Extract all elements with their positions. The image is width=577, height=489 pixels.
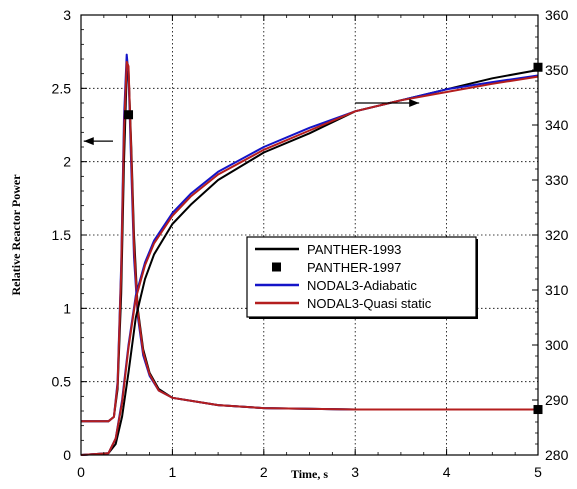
panther-1997-power-marker [124,110,134,120]
legend-shadow-right [476,239,478,319]
x-axis-title: Time, s [291,467,328,481]
x-tick-label: 5 [534,464,542,480]
legend-panther-1993-label: PANTHER-1993 [307,242,401,257]
x-tick-label: 2 [260,464,268,480]
legend-nodal3-quasi-static-label: NODAL3-Quasi static [307,296,432,311]
y-right-tick-label: 290 [545,392,569,408]
nodal3-quasi-static-temperature-line [80,75,539,456]
x-tick-label: 0 [77,464,85,480]
y-left-tick-label: 1.5 [52,227,72,243]
y-right-tick-label: 280 [545,447,569,463]
legend: PANTHER-1993 PANTHER-1997 NODAL3-Adiabatic… [246,236,478,319]
right-axis-arrow-head [409,99,420,107]
grid [81,15,538,455]
y-right-tick-label: 300 [545,337,569,353]
legend-panther-1997-swatch [272,262,281,272]
y-left-tick-label: 0.5 [52,374,72,390]
y-left-tick-label: 0 [63,447,71,463]
legend-nodal3-adiabatic-label: NODAL3-Adiabatic [307,278,417,293]
y-left-tick-label: 3 [63,7,71,23]
nodal3-quasi-static-power-line [81,60,538,423]
annotations [83,99,420,146]
y-right-tick-label: 310 [545,282,569,298]
y-axis-title: Relative Reactor Power [9,174,23,296]
axis-ticks: 0 1 2 3 4 5 0 0.5 1 1.5 2 2.5 3 280 290 300 310 320 330 340… [52,7,569,480]
y-right-tick-label: 330 [545,172,569,188]
y-right-tick-label: 320 [545,227,569,243]
left-axis-arrow-head [83,137,94,146]
legend-panther-1997-label: PANTHER-1997 [307,260,401,275]
y-left-tick-label: 2 [63,154,71,170]
legend-shadow-bottom [249,317,478,319]
y-right-tick-label: 350 [545,62,569,78]
x-tick-label: 4 [443,464,451,480]
x-tick-label: 3 [351,464,359,480]
y-left-tick-label: 1 [63,300,71,316]
y-right-tick-label: 360 [545,7,569,23]
x-tick-label: 1 [169,464,177,480]
y-left-tick-label: 2.5 [52,80,72,96]
y-right-tick-label: 340 [545,117,569,133]
